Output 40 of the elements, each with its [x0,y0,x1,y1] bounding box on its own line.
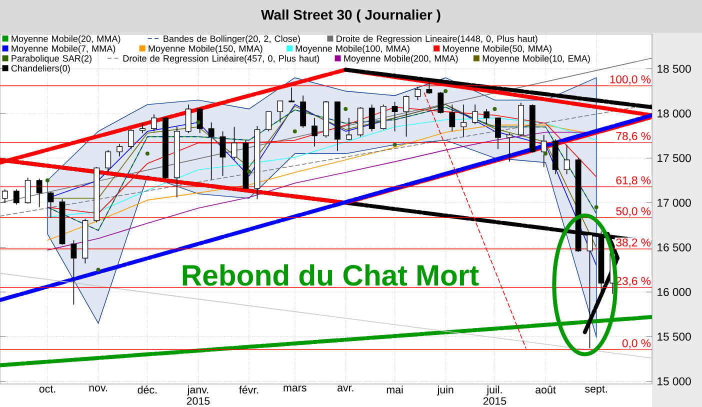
x-tick-label: mai [386,386,403,394]
legend-label: Moyenne Mobile(150, MMA) [148,45,262,54]
annotation: Rebond du Chat Mort [182,264,479,286]
annotation: 50,0 % [616,207,651,217]
x-tick-label: avr. [338,386,354,392]
legend-label: Moyenne Mobile(20, MMA) [12,35,120,44]
legend-label: Moyenne Mobile(7, MMA) [12,45,116,54]
x-tick-label: janv. 2015 [186,386,210,405]
legend-label: Parabolique SAR(2) [12,55,92,64]
x-tick-label: juin [437,386,454,396]
legend-label: Chandeliers(0) [11,64,70,74]
legend-label: Moyenne Mobile(200, MMA) [344,55,458,64]
annotation: 38,2 % [616,238,651,248]
x-tick-label: août [536,386,556,394]
x-tick-label: déc. [138,386,157,394]
y-tick-label: 16 500 [658,243,691,252]
y-tick-label: 17 500 [658,154,691,162]
y-tick-label: 16 000 [658,288,691,296]
annotation: 100,0 % [610,75,651,85]
legend-label: Bandes de Bollinger(20, 2, Close) [164,35,300,44]
y-tick-label: 17 000 [658,198,691,207]
y-tick-label: 15 500 [658,332,691,341]
x-tick-label: mars [284,386,306,392]
x-tick-label: nov. [89,386,107,392]
x-tick-label: juil. 2015 [483,386,506,405]
chart-title: Wall Street 30 ( Journalier ) [261,9,440,23]
y-tick-label: 15 000 [658,377,691,386]
y-tick-label: 18 000 [658,109,691,118]
x-tick-label: sept. [585,386,607,395]
x-tick-label: oct. [39,386,56,393]
y-tick-label: 18 500 [658,64,691,73]
legend-label: Moyenne Mobile(50, MMA) [442,45,552,54]
annotation: 0,0 % [622,339,651,349]
legend-label: Moyenne Mobile(10, EMA) [482,55,590,64]
legend-label: Droite de Regression Lineaire(1448, 0, Plus haut) [336,35,538,44]
x-tick-label: févr. [239,386,258,394]
legend-label: Droite de Regression Linéaire(457, 0, Plus haut) [123,54,320,64]
legend-label: Moyenne Mobile(100, MMA) [296,45,410,54]
annotation: 61,8 % [616,176,651,186]
annotation: 78,6 % [616,132,651,142]
